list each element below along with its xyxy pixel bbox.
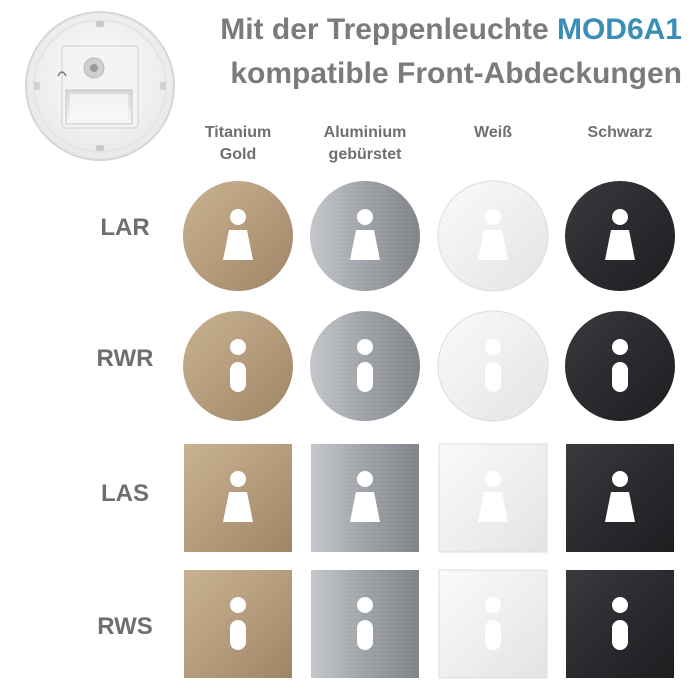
column-header-titanium-gold: Titanium Gold [204, 124, 272, 163]
row-label-rws: RWS [97, 613, 153, 640]
title-prefix: Mit der Treppenleuchte [220, 13, 557, 46]
info-symbol-icon [357, 339, 373, 392]
cover-las-white [437, 442, 549, 554]
info-symbol-icon [612, 597, 628, 650]
cover-lar-white [437, 180, 549, 292]
led-module-image [22, 8, 178, 164]
lamp-symbol-icon [350, 471, 380, 522]
info-symbol-icon [485, 597, 501, 650]
cover-lar-gold [182, 180, 294, 292]
info-symbol-icon [230, 339, 246, 392]
lamp-symbol-icon [478, 471, 508, 522]
cover-rwr-black [564, 310, 676, 422]
cover-rws-black [564, 568, 676, 680]
cover-las-alu [309, 442, 421, 554]
cover-lar-black [564, 180, 676, 292]
cover-rwr-white [437, 310, 549, 422]
cover-las-gold [182, 442, 294, 554]
row-label-lar: LAR [100, 214, 150, 241]
cover-rwr-alu [309, 310, 421, 422]
info-symbol-icon [357, 597, 373, 650]
cover-rwr-gold [182, 310, 294, 422]
row-label-las: LAS [101, 480, 149, 507]
column-header-weiss: Weiß [474, 124, 512, 141]
cover-rws-white [437, 568, 549, 680]
info-symbol-icon [485, 339, 501, 392]
column-header-schwarz: Schwarz [587, 124, 653, 141]
lamp-symbol-icon [605, 471, 635, 522]
cover-las-black [564, 442, 676, 554]
info-symbol-icon [612, 339, 628, 392]
lamp-symbol-icon [350, 209, 380, 260]
lamp-symbol-icon [478, 209, 508, 260]
column-header-aluminium: Aluminium gebürstet [323, 124, 407, 163]
model-name: MOD6A1 [556, 13, 682, 46]
lamp-symbol-icon [223, 471, 253, 522]
info-symbol-icon [230, 597, 246, 650]
cover-rws-gold [182, 568, 294, 680]
page-title: Mit der Treppenleuchte MOD6A1 kompatible… [142, 8, 682, 96]
lamp-symbol-icon [223, 209, 253, 260]
row-label-rwr: RWR [96, 345, 154, 372]
cover-lar-alu [309, 180, 421, 292]
title-line2: kompatible Front-Abdeckungen [230, 57, 682, 90]
cover-rws-alu [309, 568, 421, 680]
lamp-symbol-icon [605, 209, 635, 260]
